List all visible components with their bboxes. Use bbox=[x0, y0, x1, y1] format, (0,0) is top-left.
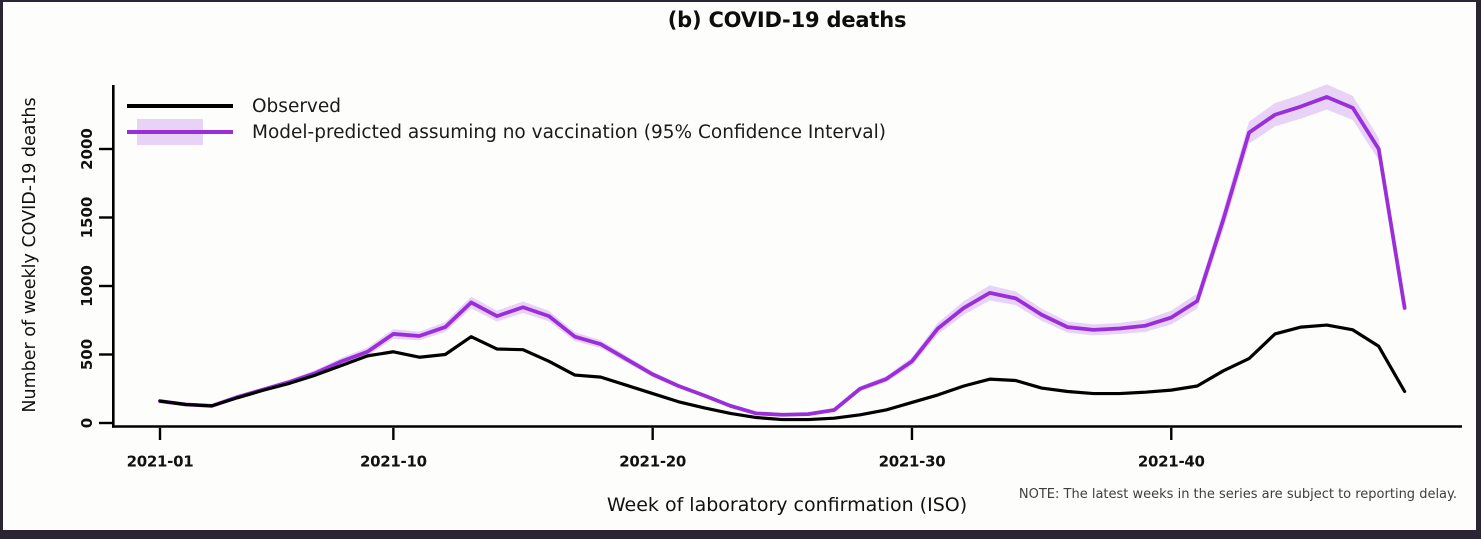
legend: Observed Model-predicted assuming no vac… bbox=[127, 93, 886, 145]
observed-line bbox=[158, 323, 1407, 422]
y-axis-label: Number of weekly COVID-19 deaths bbox=[20, 97, 40, 413]
x-tick-label: 2021-10 bbox=[360, 453, 427, 471]
frame-border-top bbox=[0, 0, 1481, 2]
model-predicted-line bbox=[158, 95, 1407, 417]
y-tick-label: 1000 bbox=[78, 265, 96, 307]
confidence-interval-band bbox=[160, 84, 1405, 416]
legend-item-model-predicted: Model-predicted assuming no vaccination … bbox=[127, 119, 886, 145]
y-tick-label: 500 bbox=[78, 339, 96, 370]
frame-border-left bbox=[0, 0, 3, 539]
x-tick-label: 2021-30 bbox=[879, 453, 946, 471]
reporting-delay-note: NOTE: The latest weeks in the series are… bbox=[1018, 487, 1457, 502]
observed-line-icon bbox=[127, 104, 233, 108]
observed-line-swatch bbox=[127, 93, 233, 119]
model-band-swatch bbox=[127, 119, 233, 145]
x-tick-label: 2021-20 bbox=[619, 453, 686, 471]
legend-item-observed: Observed bbox=[127, 93, 886, 119]
x-axis-label: Week of laboratory confirmation (ISO) bbox=[606, 494, 968, 516]
y-tick-label: 0 bbox=[78, 418, 96, 428]
chart-title: (b) COVID-19 deaths bbox=[667, 8, 907, 32]
frame-border-right bbox=[1476, 0, 1481, 539]
y-tick-label: 1500 bbox=[78, 197, 96, 239]
legend-label-model-predicted: Model-predicted assuming no vaccination … bbox=[252, 121, 886, 143]
model-line-icon bbox=[127, 130, 233, 134]
legend-label-observed: Observed bbox=[252, 95, 342, 117]
y-tick-label: 2000 bbox=[78, 128, 96, 170]
x-tick-label: 2021-40 bbox=[1138, 453, 1205, 471]
frame-border-bottom bbox=[0, 530, 1481, 539]
x-tick-label: 2021-01 bbox=[127, 453, 194, 471]
